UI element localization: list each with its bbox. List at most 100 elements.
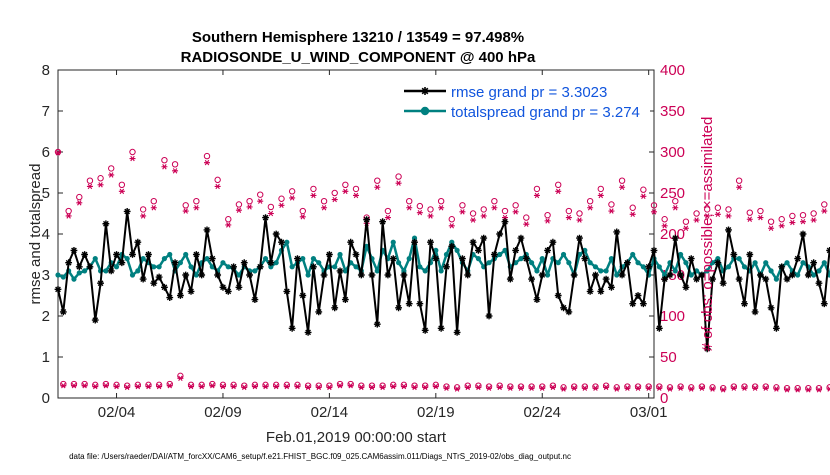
obs-assimilated-point	[454, 386, 461, 392]
obs-assimilated-point	[193, 205, 200, 211]
obs-assimilated-point	[544, 218, 551, 224]
obs-assimilated-point	[81, 382, 88, 389]
obs-assimilated-point	[762, 385, 769, 391]
obs-possible-point	[629, 204, 636, 211]
obs-possible-point	[166, 380, 173, 388]
obs-assimilated-point	[273, 383, 280, 390]
obs-possible-point	[608, 201, 615, 208]
y-axis-left: 0 1 2 3 4 5 6 7 8	[42, 62, 63, 407]
obs-assimilated-point	[230, 383, 237, 390]
obs-assimilated-point	[406, 205, 413, 211]
obs-possible-point	[453, 384, 461, 391]
totalspread-point	[497, 251, 503, 258]
obs-assimilated-point	[496, 384, 503, 391]
obs-assimilated-point	[459, 209, 466, 215]
obs-possible-point	[54, 148, 62, 156]
obs-possible-point	[512, 202, 519, 209]
obs-assimilated-point	[736, 184, 743, 190]
rmse-point	[400, 271, 408, 279]
rmse-point	[299, 292, 307, 299]
obs-possible-point	[544, 211, 551, 219]
obs-assimilated-point	[427, 213, 434, 219]
rmse-point	[240, 259, 248, 267]
totalspread-point	[113, 264, 120, 270]
totalspread-point	[486, 260, 492, 266]
totalspread-point	[662, 272, 668, 278]
totalspread-point	[236, 272, 242, 278]
obs-assimilated-point	[720, 387, 727, 393]
obs-assimilated-point	[305, 384, 312, 391]
rmse-point	[278, 238, 285, 246]
obs-possible-point	[182, 202, 189, 209]
obs-possible-point	[821, 201, 828, 208]
rmse-point	[208, 255, 216, 262]
rmse-point	[315, 308, 323, 316]
obs-assimilated-point	[448, 223, 455, 229]
x-axis-label: Feb.01,2019 00:00:00 start	[266, 429, 447, 446]
totalspread-point	[784, 260, 790, 266]
totalspread-point	[316, 260, 322, 266]
y-left-tick-label: 6	[42, 144, 50, 161]
obs-possible-point	[315, 382, 322, 389]
totalspread-point	[614, 272, 620, 278]
obs-assimilated-point	[156, 383, 163, 390]
rmse-point	[480, 234, 488, 242]
rmse-point	[560, 304, 567, 312]
x-tick-label: 02/04	[98, 404, 136, 421]
rmse-point	[272, 230, 280, 238]
totalspread-point	[763, 260, 769, 266]
totalspread-point	[252, 268, 258, 274]
obs-assimilated-point	[507, 385, 514, 391]
obs-possible-point	[395, 173, 402, 180]
obs-assimilated-point	[310, 192, 317, 199]
obs-assimilated-point	[182, 208, 189, 214]
obs-possible-point	[469, 210, 477, 217]
obs-assimilated-point	[209, 382, 216, 389]
totalspread-point	[443, 251, 450, 258]
obs-assimilated-point	[651, 209, 657, 215]
obs-assimilated-point	[113, 383, 120, 390]
obs-possible-point	[262, 381, 269, 389]
totalspread-point	[390, 239, 396, 245]
obs-possible-point	[725, 206, 732, 213]
obs-possible-point	[102, 380, 110, 388]
rmse-point	[187, 288, 195, 295]
rmse-point	[267, 259, 275, 267]
obs-possible-point	[778, 216, 785, 223]
totalspread-point	[475, 256, 481, 262]
totalspread-point	[555, 260, 561, 266]
obs-assimilated-point	[778, 223, 785, 229]
obs-possible-point	[139, 206, 147, 213]
obs-assimilated-point	[177, 375, 184, 382]
legend-rmse-star	[421, 87, 429, 95]
obs-assimilated-point	[725, 213, 732, 219]
totalspread-point	[103, 268, 109, 274]
obs-assimilated-point	[635, 385, 642, 391]
obs-assimilated-point	[289, 195, 296, 201]
obs-assimilated-point	[746, 216, 753, 222]
rmse-point	[81, 251, 89, 258]
totalspread-point	[635, 260, 641, 266]
rmse-point	[363, 216, 371, 224]
totalspread-point	[374, 268, 380, 274]
rmse-point	[671, 234, 679, 242]
rmse-point	[618, 271, 626, 279]
totalspread-point	[816, 268, 822, 274]
obs-assimilated-point	[672, 205, 679, 211]
obs-assimilated-point	[86, 183, 93, 190]
obs-possible-point	[60, 380, 67, 388]
totalspread-point	[811, 272, 817, 278]
y-right-tick-label: 100	[660, 308, 685, 325]
obs-assimilated-point	[512, 209, 519, 215]
obs-assimilated-point	[353, 192, 359, 199]
obs-possible-point	[730, 383, 738, 390]
totalspread-point	[135, 268, 141, 274]
obs-possible-point	[193, 198, 200, 205]
totalspread-point	[800, 260, 806, 266]
rmse-point	[203, 226, 211, 234]
rmse-point	[650, 247, 658, 254]
totalspread-point	[534, 268, 540, 274]
obs-assimilated-point	[368, 384, 375, 391]
